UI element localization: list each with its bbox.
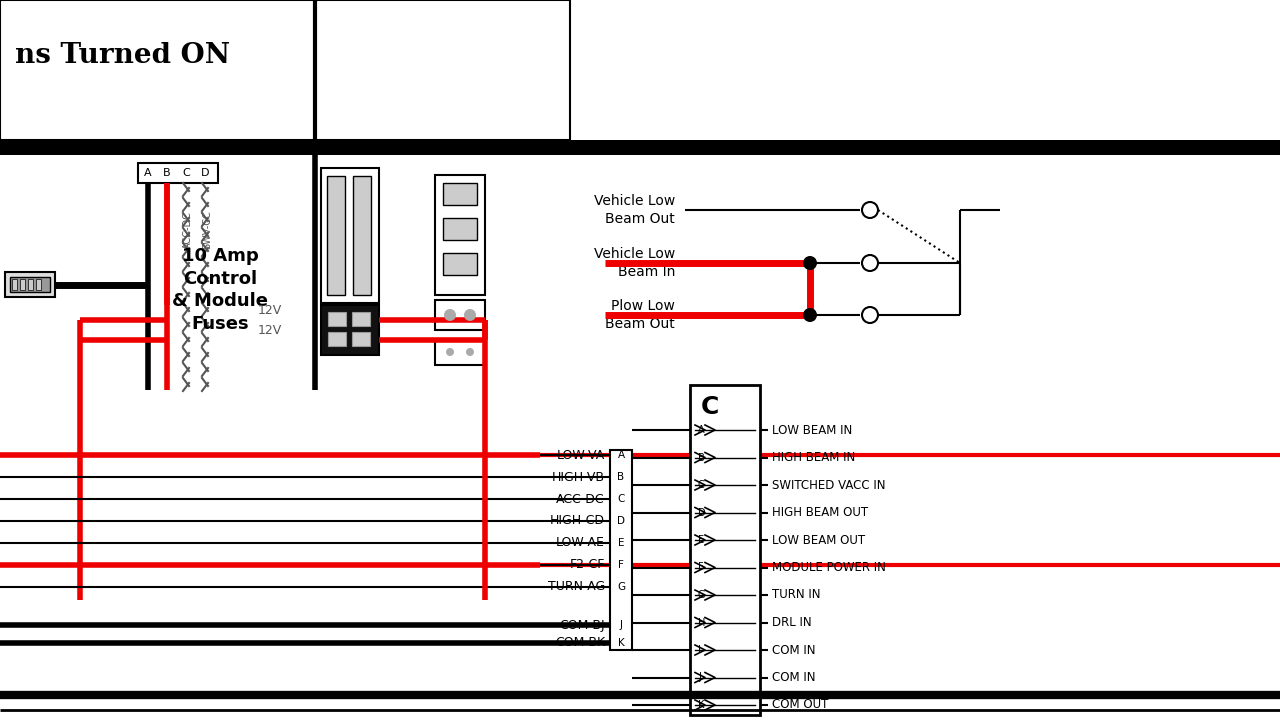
Text: C: C [698, 480, 705, 490]
Bar [352, 332, 370, 346]
Bar [443, 253, 477, 275]
Text: H: H [698, 618, 705, 628]
Bar [328, 312, 346, 326]
Circle shape [861, 255, 878, 271]
Text: F: F [698, 562, 704, 572]
Text: LOW-VA: LOW-VA [557, 449, 605, 462]
Circle shape [466, 348, 474, 356]
Text: HIGH BEAM OUT: HIGH BEAM OUT [772, 506, 868, 519]
Text: HIGH BEAM IN: HIGH BEAM IN [772, 451, 855, 464]
Text: G: G [617, 582, 625, 592]
Text: ACC-DC: ACC-DC [557, 492, 605, 505]
Bar [36, 279, 41, 290]
Bar [435, 340, 485, 365]
Text: DRL IN: DRL IN [772, 616, 812, 629]
Text: TURN-AG: TURN-AG [548, 580, 605, 593]
Text: J: J [698, 672, 701, 683]
Text: HIGH-CD: HIGH-CD [550, 515, 605, 528]
Text: ACC-DC: ACC-DC [183, 211, 193, 249]
Bar [435, 300, 485, 330]
Text: D: D [201, 168, 209, 178]
Bar [5, 272, 55, 297]
Circle shape [445, 348, 454, 356]
Bar [328, 332, 346, 346]
Text: LOW BEAM OUT: LOW BEAM OUT [772, 534, 865, 546]
Text: B: B [698, 452, 705, 462]
Bar [435, 175, 485, 295]
Bar [0, 140, 1280, 155]
Bar [28, 279, 33, 290]
Text: Plow Low
Beam Out: Plow Low Beam Out [605, 300, 675, 330]
Text: SWITCHED VACC IN: SWITCHED VACC IN [772, 479, 886, 492]
Text: J: J [620, 620, 622, 630]
Text: COM IN: COM IN [772, 671, 815, 684]
Text: A: A [145, 168, 152, 178]
Text: LOW BEAM IN: LOW BEAM IN [772, 423, 852, 436]
Text: K: K [698, 700, 704, 710]
Text: HIGH-VB: HIGH-VB [552, 470, 605, 484]
Bar [326, 176, 346, 295]
Text: LOW-AE: LOW-AE [556, 536, 605, 549]
Text: G: G [698, 590, 705, 600]
Text: C: C [617, 494, 625, 504]
Bar [20, 279, 26, 290]
Text: E: E [618, 538, 625, 548]
Text: B: B [617, 472, 625, 482]
Circle shape [803, 256, 817, 270]
Circle shape [444, 309, 456, 321]
Text: F: F [618, 560, 623, 570]
Text: D: D [617, 516, 625, 526]
Circle shape [861, 202, 878, 218]
Text: ns Turned ON: ns Turned ON [15, 42, 230, 68]
Text: 12V: 12V [257, 324, 282, 337]
Circle shape [861, 307, 878, 323]
Text: D: D [698, 508, 705, 518]
Bar [611, 450, 632, 650]
Text: TURN IN: TURN IN [772, 588, 820, 601]
Text: F2-CF: F2-CF [570, 559, 605, 572]
Circle shape [803, 308, 817, 322]
Text: E: E [698, 535, 704, 545]
Bar [353, 176, 371, 295]
Bar [690, 385, 760, 715]
Text: K: K [618, 638, 625, 648]
Text: Vehicle Low
Beam In: Vehicle Low Beam In [594, 248, 675, 279]
Text: A: A [698, 425, 704, 435]
Text: COM IN: COM IN [772, 644, 815, 657]
Text: 12V: 12V [257, 304, 282, 317]
Text: C: C [701, 395, 719, 419]
Text: 10 Amp
Control
& Module
Fuses: 10 Amp Control & Module Fuses [172, 247, 268, 333]
Text: C: C [182, 168, 189, 178]
Bar [352, 312, 370, 326]
Text: Vehicle Low
Beam Out: Vehicle Low Beam Out [594, 194, 675, 225]
Text: B: B [163, 168, 170, 178]
Text: COM-BJ: COM-BJ [559, 618, 605, 631]
Bar [443, 183, 477, 205]
Text: A: A [617, 450, 625, 460]
Bar [10, 277, 50, 292]
Bar [138, 163, 218, 183]
Text: COM OUT: COM OUT [772, 698, 828, 711]
Text: SWV-CC: SWV-CC [202, 211, 212, 249]
Bar [443, 218, 477, 240]
Bar [321, 168, 379, 303]
Circle shape [465, 309, 476, 321]
Text: MODULE POWER IN: MODULE POWER IN [772, 561, 886, 574]
Text: COM-BK: COM-BK [554, 636, 605, 649]
Bar [321, 305, 379, 355]
Bar [12, 279, 17, 290]
Text: I: I [698, 645, 701, 655]
